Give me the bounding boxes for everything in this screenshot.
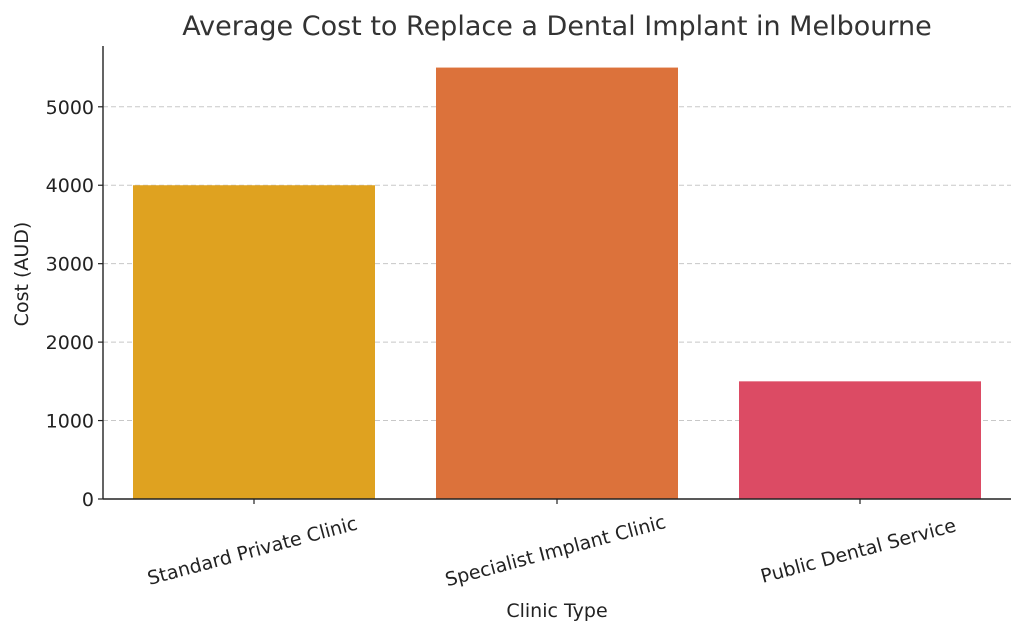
- y-tick-label: 4000: [46, 175, 94, 197]
- y-tick-label: 2000: [46, 332, 94, 354]
- chart-title: Average Cost to Replace a Dental Implant…: [182, 11, 931, 42]
- y-axis-label: Cost (AUD): [11, 222, 33, 327]
- x-axis-label: Clinic Type: [506, 600, 607, 622]
- y-tick-label: 5000: [46, 97, 94, 119]
- y-tick-label: 3000: [46, 254, 94, 276]
- y-tick-label: 1000: [46, 411, 94, 433]
- x-tick-label: Public Dental Service: [758, 515, 958, 588]
- x-tick-label: Specialist Implant Clinic: [443, 511, 668, 591]
- bars: [133, 67, 981, 500]
- y-ticks: 0 1000 2000 3000 4000 5000: [46, 97, 103, 511]
- bar: [133, 185, 375, 499]
- x-tick-label: Standard Private Clinic: [145, 513, 360, 590]
- bar: [739, 381, 981, 499]
- y-tick-label: 0: [82, 489, 94, 511]
- bar: [436, 67, 678, 500]
- x-ticks: Standard Private Clinic Specialist Implan…: [145, 499, 958, 591]
